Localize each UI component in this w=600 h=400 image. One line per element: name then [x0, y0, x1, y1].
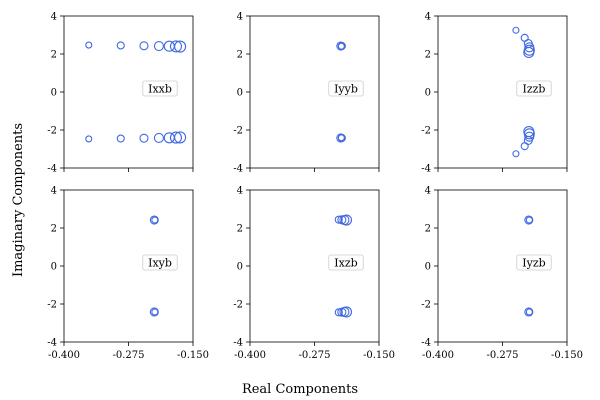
data-point — [116, 41, 125, 50]
x-tick-label: -0.150 — [363, 350, 395, 361]
x-tick-label: -0.400 — [48, 350, 80, 361]
panel-label-box — [142, 254, 178, 271]
subplot-grid: -4 -2 0 2 4 Ixxb -4 -2 0 2 4 Iyyb -4 -2 0 2 4 Izzb -4 -2 0 2 4… — [47, 12, 583, 362]
panel-iyzb: -4 -2 0 2 4 -0.400 -0.275 -0.150 Iyzb — [421, 186, 583, 362]
y-tick-label: 4 — [237, 12, 243, 23]
x-tick-label: -0.400 — [422, 350, 454, 361]
panel-iyyb: -4 -2 0 2 4 Iyyb — [233, 12, 380, 175]
y-tick-label: -4 — [421, 338, 431, 349]
data-point — [525, 216, 533, 224]
y-tick-label: 2 — [237, 224, 243, 235]
x-tick-label: -0.275 — [298, 350, 330, 361]
y-tick-label: -2 — [233, 126, 243, 137]
x-tick-label: -0.275 — [486, 350, 518, 361]
y-tick-label: -4 — [47, 164, 57, 175]
y-tick-label: -4 — [233, 338, 243, 349]
panel-label-box — [516, 80, 552, 97]
data-point — [85, 135, 93, 143]
panel-ixyb: -4 -2 0 2 4 -0.400 -0.275 -0.150 Ixyb — [47, 186, 209, 362]
x-tick-label: -0.400 — [234, 350, 266, 361]
data-point — [163, 40, 175, 52]
y-tick-label: -2 — [421, 126, 431, 137]
y-tick-label: 4 — [425, 12, 431, 23]
data-point — [151, 308, 159, 316]
y-tick-label: -4 — [421, 164, 431, 175]
panel-label: Iyzb — [522, 257, 545, 270]
y-tick-label: -2 — [47, 126, 57, 137]
data-point — [163, 132, 175, 144]
data-point — [337, 42, 345, 50]
panel-label: Izzb — [523, 83, 546, 96]
y-tick-label: 4 — [425, 186, 431, 197]
y-tick-label: 4 — [237, 186, 243, 197]
panel-label: Ixzb — [334, 257, 357, 270]
data-point — [340, 214, 353, 226]
y-tick-label: 0 — [51, 88, 57, 99]
y-tick-label: -4 — [233, 164, 243, 175]
data-point — [512, 150, 520, 158]
y-axis-title: Imaginary Components — [11, 123, 26, 277]
panel-label-box — [328, 80, 364, 97]
panel-label: Ixyb — [148, 257, 172, 270]
y-tick-label: 2 — [425, 224, 431, 235]
panel-ixxb: -4 -2 0 2 4 Ixxb — [47, 12, 194, 175]
data-point — [337, 134, 345, 142]
y-tick-label: 0 — [51, 262, 57, 273]
panel-label: Iyyb — [334, 83, 358, 96]
y-tick-label: -4 — [47, 338, 57, 349]
data-point — [85, 41, 93, 49]
x-tick-label: -0.150 — [551, 350, 583, 361]
data-point — [169, 40, 183, 53]
data-point — [512, 26, 520, 34]
data-point — [523, 46, 535, 59]
data-point — [525, 308, 533, 316]
y-tick-label: 2 — [51, 224, 57, 235]
y-tick-label: 4 — [51, 186, 57, 197]
data-point — [169, 131, 183, 144]
panel-izzb: -4 -2 0 2 4 Izzb — [421, 12, 568, 175]
y-tick-label: -2 — [233, 300, 243, 311]
panel-label-box — [328, 254, 364, 271]
data-point — [174, 40, 187, 53]
panel-label-box — [142, 80, 178, 97]
y-tick-label: 4 — [51, 12, 57, 23]
x-tick-label: -0.150 — [177, 350, 209, 361]
panel-label-box — [516, 254, 552, 271]
panel-ixzb: -4 -2 0 2 4 -0.400 -0.275 -0.150 Ixzb — [233, 186, 395, 362]
data-point — [151, 216, 159, 224]
data-point — [116, 134, 125, 143]
y-tick-label: 0 — [425, 88, 431, 99]
panel-label: Ixxb — [148, 83, 172, 96]
data-point — [139, 41, 149, 51]
data-point — [139, 133, 149, 143]
y-tick-label: 2 — [425, 50, 431, 61]
data-point — [174, 131, 187, 144]
x-axis-title: Real Components — [242, 382, 358, 397]
y-tick-label: -2 — [421, 300, 431, 311]
data-point — [523, 125, 535, 138]
data-point — [153, 132, 164, 144]
y-tick-label: -2 — [47, 300, 57, 311]
y-tick-label: 0 — [237, 88, 243, 99]
x-tick-label: -0.275 — [112, 350, 144, 361]
y-tick-label: 2 — [51, 50, 57, 61]
y-tick-label: 0 — [425, 262, 431, 273]
data-point — [153, 40, 164, 52]
y-tick-label: 2 — [237, 50, 243, 61]
y-tick-label: 0 — [237, 262, 243, 273]
data-point — [340, 306, 353, 318]
